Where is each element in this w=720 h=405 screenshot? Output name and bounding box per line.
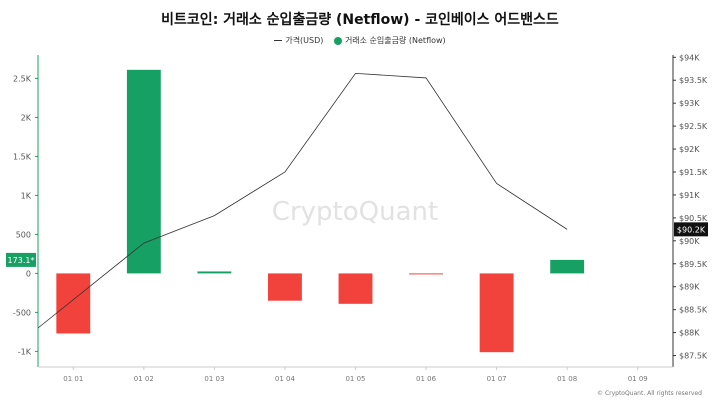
watermark: CryptoQuant [272,197,438,227]
y-right-tick-label: $88.5K [679,306,708,315]
y-right-tick-label: $87.5K [679,352,708,361]
x-tick-label: 01 02 [134,375,154,383]
y-right-tick-label: $89.5K [679,260,708,269]
y-right-tick-label: $93K [679,99,700,108]
y-left-tick-label: -1K [18,347,32,356]
y-left-tick-label: 0 [26,269,31,278]
last-price-label: $90.2K [677,225,706,234]
last-netflow-flag [6,252,36,267]
y-left-tick-label: 1.5K [13,152,32,161]
y-right-tick-label: $92K [679,145,700,154]
y-left-tick-label: 2.5K [13,74,32,83]
y-right-tick-label: $88K [679,329,700,338]
netflow-bar[interactable] [409,273,443,275]
y-left-tick-label: 1K [21,191,32,200]
legend-line-swatch [274,40,283,41]
netflow-bar[interactable] [197,271,232,274]
netflow-bar[interactable] [479,273,514,353]
x-tick-label: 01 05 [345,375,365,383]
x-tick-label: 01 07 [487,375,507,383]
y-right-tick-label: $90K [679,237,700,246]
legend-item-netflow[interactable]: 거래소 순입출금량 (Netflow) [333,35,446,46]
y-right-tick-label: $91.5K [679,168,708,177]
x-tick-label: 01 08 [557,375,577,383]
x-tick-label: 01 01 [63,375,83,383]
y-left-tick-label: -500 [13,308,31,317]
y-right-tick-label: $90.5K [679,214,708,223]
netflow-bar[interactable] [126,69,161,274]
x-tick-label: 01 06 [416,375,437,383]
netflow-bar[interactable] [268,273,302,301]
last-price-flag [674,222,708,237]
netflow-bar[interactable] [338,273,373,304]
y-right-tick-label: $92.5K [679,122,708,131]
copyright-text: © CryptoQuant. All rights reserved [597,390,702,397]
chart-legend: 가격(USD) 거래소 순입출금량 (Netflow) [0,35,720,46]
y-left-tick-label: 2K [21,113,32,122]
price-line[interactable] [37,72,568,329]
netflow-bar[interactable] [550,259,585,274]
y-right-tick-label: $94K [679,53,700,62]
netflow-bar[interactable] [56,273,91,334]
legend-dot-swatch [333,36,342,45]
x-tick-label: 01 03 [204,375,224,383]
y-left-tick-label: 500 [16,230,31,239]
last-netflow-label: 173.1* [8,256,35,265]
legend-item-price[interactable]: 가격(USD) [274,35,323,46]
legend-label-price: 가격(USD) [285,36,324,45]
legend-label-netflow: 거래소 순입출금량 (Netflow) [344,36,446,45]
chart-title: 비트코인: 거래소 순입출금량 (Netflow) - 코인베이스 어드밴스드 [161,12,559,28]
x-tick-label: 01 04 [275,375,296,383]
x-tick-label: 01 09 [628,375,648,383]
y-right-tick-label: $89K [679,283,700,292]
y-right-tick-label: $91K [679,191,700,200]
y-right-tick-label: $93.5K [679,76,708,85]
